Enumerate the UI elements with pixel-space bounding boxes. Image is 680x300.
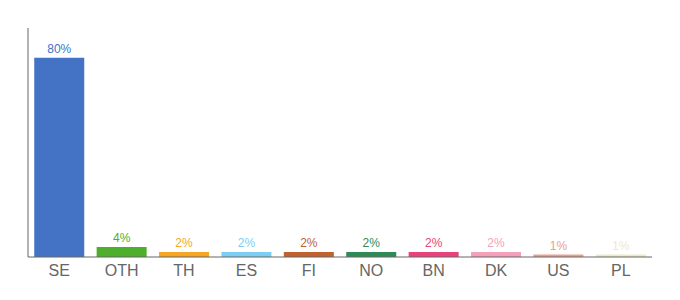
svg-text:2%: 2% — [425, 236, 443, 250]
svg-text:OTH: OTH — [105, 262, 139, 279]
svg-text:1%: 1% — [550, 239, 568, 253]
svg-text:80%: 80% — [47, 42, 71, 56]
svg-text:4%: 4% — [113, 231, 131, 245]
svg-text:DK: DK — [485, 262, 508, 279]
svg-text:TH: TH — [173, 262, 194, 279]
svg-text:2%: 2% — [363, 236, 381, 250]
svg-text:1%: 1% — [612, 239, 630, 253]
svg-text:FI: FI — [302, 262, 316, 279]
svg-text:2%: 2% — [487, 236, 505, 250]
svg-text:2%: 2% — [175, 236, 193, 250]
svg-text:PL: PL — [611, 262, 631, 279]
svg-text:ES: ES — [236, 262, 257, 279]
svg-text:NO: NO — [359, 262, 383, 279]
svg-text:BN: BN — [422, 262, 444, 279]
svg-text:2%: 2% — [238, 236, 256, 250]
svg-text:SE: SE — [49, 262, 70, 279]
svg-text:2%: 2% — [300, 236, 318, 250]
svg-text:US: US — [547, 262, 569, 279]
